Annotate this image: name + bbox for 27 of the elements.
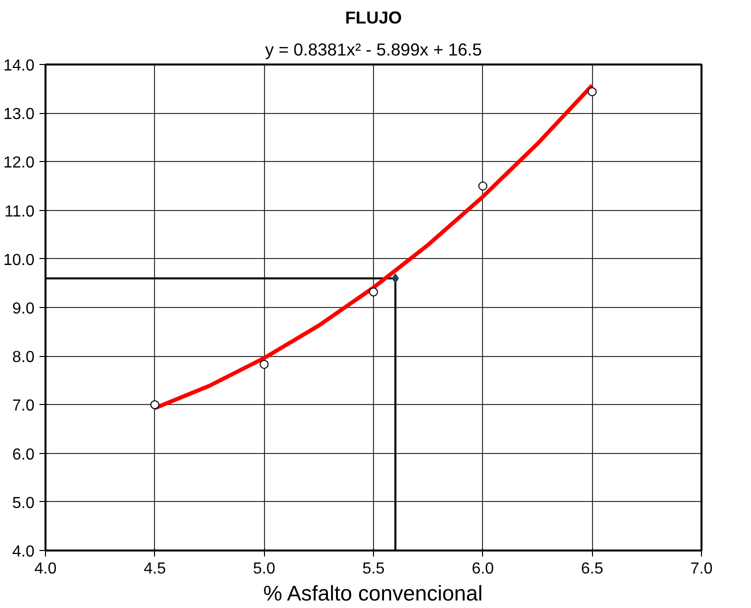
y-tick-label: 8.0 bbox=[12, 349, 35, 366]
y-tick-label: 5.0 bbox=[12, 494, 35, 512]
y-tick-label: 9.0 bbox=[12, 300, 35, 318]
y-tick-label: 12.0 bbox=[3, 154, 35, 172]
point bbox=[392, 273, 399, 284]
point bbox=[150, 400, 160, 410]
x-tick-label: 4.0 bbox=[34, 560, 57, 578]
x-tick-label: 5.0 bbox=[253, 560, 276, 578]
point bbox=[260, 360, 269, 369]
chart-title: FLUJO bbox=[345, 8, 402, 28]
y-tick-label: 6.0 bbox=[12, 446, 35, 464]
x-tick-label: 7.0 bbox=[690, 560, 713, 578]
chart-subtitle: y = 0.8381x² - 5.899x + 16.5 bbox=[265, 40, 482, 60]
y-tick-label: 13.0 bbox=[3, 106, 35, 124]
y-tick-label: 7.0 bbox=[12, 398, 35, 415]
point bbox=[369, 287, 378, 296]
point bbox=[588, 87, 597, 96]
x-tick-label: 4.5 bbox=[144, 560, 166, 578]
x-tick-label: 5.5 bbox=[362, 560, 385, 578]
y-tick-label: 10.0 bbox=[3, 252, 35, 269]
x-tick-label: 6.5 bbox=[581, 560, 604, 578]
y-tick-label: 14.0 bbox=[3, 58, 35, 74]
x-tick-label: 6.0 bbox=[472, 560, 494, 578]
point bbox=[478, 182, 488, 190]
y-tick-label: 4.0 bbox=[12, 544, 35, 560]
y-tick-label: 11.0 bbox=[4, 203, 35, 220]
x-axis-title: % Asfalto convencional bbox=[263, 582, 483, 606]
